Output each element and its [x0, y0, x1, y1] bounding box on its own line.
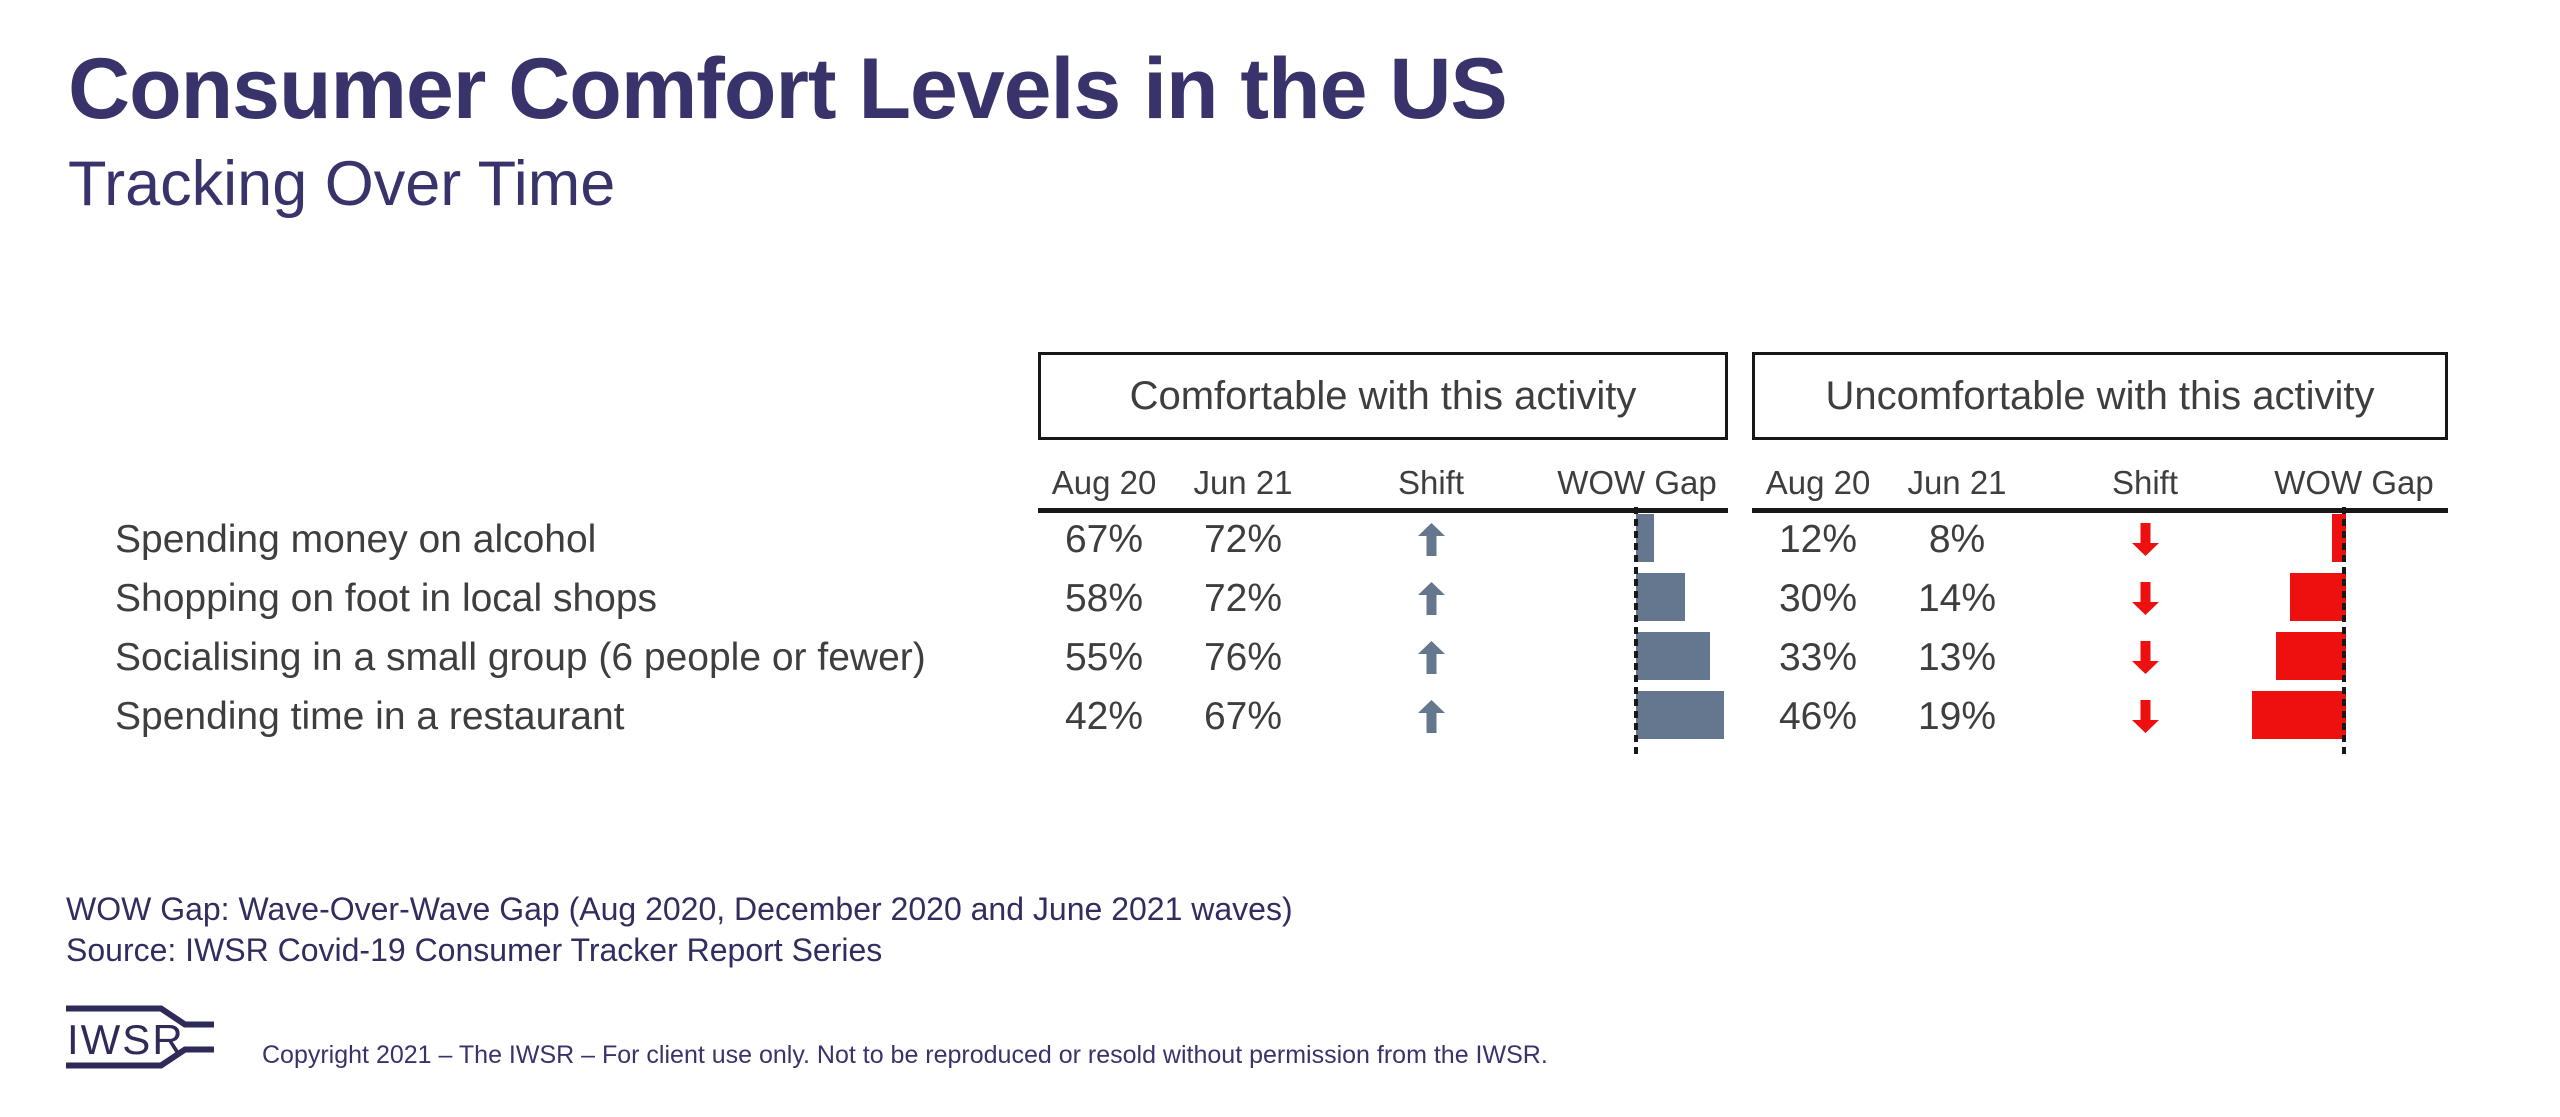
- jun21-value: 72%: [1203, 576, 1283, 620]
- shift-cell: [1316, 700, 1546, 733]
- activity-row-label: Spending money on alcohol: [115, 517, 597, 561]
- aug20-value: 67%: [1064, 517, 1144, 561]
- comfortable-data-rows: 67% 72% 58% 72% 55% 76% 42% 67%: [1038, 507, 1728, 755]
- col-header-aug20: Aug 20: [1051, 464, 1157, 501]
- aug20-value: 30%: [1778, 576, 1858, 620]
- copyright-text: Copyright 2021 – The IWSR – For client u…: [262, 1041, 1548, 1069]
- shift-cell: [1316, 582, 1546, 615]
- logo-bottle-top-line: [66, 1005, 214, 1028]
- wow-gap-bar: [2290, 573, 2346, 621]
- table-row: 30% 14%: [1752, 569, 2448, 628]
- shift-down-icon: [2131, 523, 2159, 556]
- jun21-value: 13%: [1917, 635, 1997, 679]
- wow-gap-baseline: [2342, 507, 2346, 755]
- page-subtitle: Tracking Over Time: [68, 149, 616, 219]
- shift-cell: [2030, 582, 2260, 615]
- activity-row-label: Socialising in a small group (6 people o…: [115, 635, 926, 679]
- column-headers-uncomfortable: Aug 20 Jun 21 Shift WOW Gap: [1752, 462, 2448, 513]
- footnotes: WOW Gap: Wave-Over-Wave Gap (Aug 2020, D…: [66, 889, 1293, 971]
- shift-up-icon: [1417, 582, 1445, 615]
- shift-cell: [1316, 641, 1546, 674]
- col-header-jun21: Jun 21: [1907, 464, 2007, 501]
- table-row: 55% 76%: [1038, 628, 1728, 687]
- table-row: 67% 72%: [1038, 510, 1728, 569]
- shift-cell: [1316, 523, 1546, 556]
- aug20-value: 55%: [1064, 635, 1144, 679]
- footnote-wow-gap: WOW Gap: Wave-Over-Wave Gap (Aug 2020, D…: [66, 891, 1293, 927]
- table-row: 33% 13%: [1752, 628, 2448, 687]
- page-title: Consumer Comfort Levels in the US: [68, 41, 1508, 137]
- jun21-value: 67%: [1203, 694, 1283, 738]
- wow-gap-bar: [1636, 632, 1710, 680]
- shift-up-icon: [1417, 641, 1445, 674]
- wow-gap-baseline: [1634, 507, 1638, 755]
- wow-gap-bar: [1636, 514, 1654, 562]
- shift-cell: [2030, 641, 2260, 674]
- shift-down-icon: [2131, 700, 2159, 733]
- shift-up-icon: [1417, 523, 1445, 556]
- uncomfortable-data-rows: 12% 8% 30% 14% 33% 13% 46% 19%: [1752, 507, 2448, 755]
- logo-text: IWSR: [67, 1016, 185, 1063]
- col-header-aug20: Aug 20: [1765, 464, 1871, 501]
- column-headers-comfortable: Aug 20 Jun 21 Shift WOW Gap: [1038, 462, 1728, 513]
- group-header-uncomfortable: Uncomfortable with this activity: [1752, 352, 2448, 440]
- jun21-value: 14%: [1917, 576, 1997, 620]
- jun21-value: 8%: [1928, 517, 1986, 561]
- activity-labels-column: Spending money on alcohol Shopping on foo…: [115, 510, 1045, 746]
- col-header-shift: Shift: [1397, 464, 1465, 501]
- logo-bottle-bottom-line: [66, 1046, 214, 1069]
- table-row: 42% 67%: [1038, 687, 1728, 746]
- activity-row-label: Spending time in a restaurant: [115, 694, 625, 738]
- shift-down-icon: [2131, 582, 2159, 615]
- col-header-jun21: Jun 21: [1193, 464, 1293, 501]
- jun21-value: 72%: [1203, 517, 1283, 561]
- col-header-wow-gap: WOW Gap: [1557, 464, 1717, 501]
- shift-down-icon: [2131, 641, 2159, 674]
- table-row: 58% 72%: [1038, 569, 1728, 628]
- aug20-value: 58%: [1064, 576, 1144, 620]
- iwsr-logo: IWSR: [66, 1005, 214, 1069]
- aug20-value: 46%: [1778, 694, 1858, 738]
- wow-gap-bar: [1636, 573, 1685, 621]
- jun21-value: 19%: [1917, 694, 1997, 738]
- wow-gap-bar: [2276, 632, 2346, 680]
- group-header-comfortable: Comfortable with this activity: [1038, 352, 1728, 440]
- shift-up-icon: [1417, 700, 1445, 733]
- aug20-value: 42%: [1064, 694, 1144, 738]
- jun21-value: 76%: [1203, 635, 1283, 679]
- aug20-value: 33%: [1778, 635, 1858, 679]
- col-header-wow-gap: WOW Gap: [2274, 464, 2434, 501]
- wow-gap-bar: [2251, 691, 2346, 739]
- aug20-value: 12%: [1778, 517, 1858, 561]
- col-header-shift: Shift: [2111, 464, 2179, 501]
- shift-cell: [2030, 523, 2260, 556]
- shift-cell: [2030, 700, 2260, 733]
- activity-row-label: Shopping on foot in local shops: [115, 576, 658, 620]
- wow-gap-bar: [1636, 691, 1724, 739]
- footnote-source: Source: IWSR Covid-19 Consumer Tracker R…: [66, 932, 883, 968]
- table-row: 12% 8%: [1752, 510, 2448, 569]
- table-row: 46% 19%: [1752, 687, 2448, 746]
